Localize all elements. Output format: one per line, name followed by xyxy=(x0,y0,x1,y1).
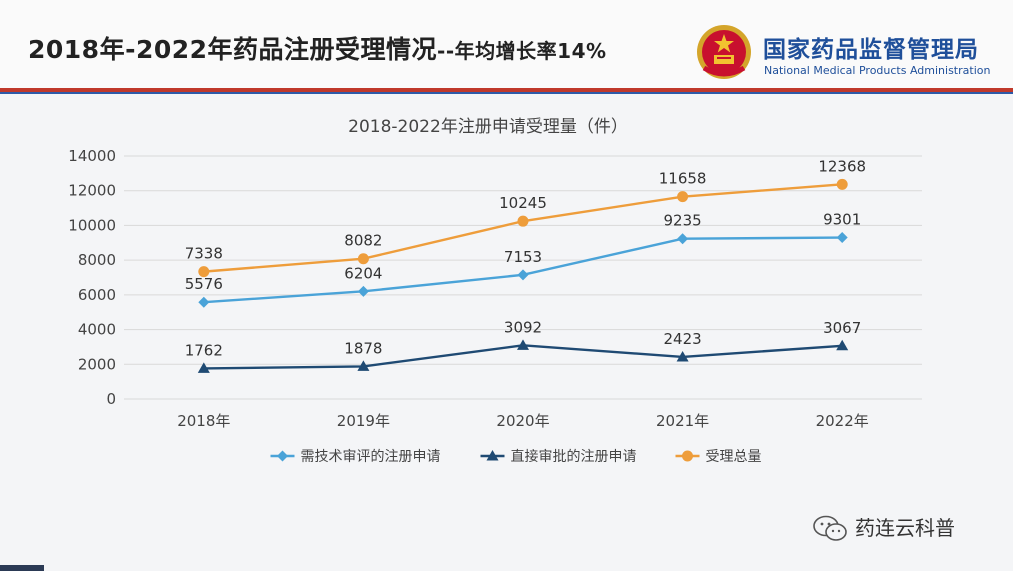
x-tick-label: 2022年 xyxy=(816,412,869,430)
slide-header xyxy=(0,0,1013,88)
data-point xyxy=(836,339,849,351)
data-label: 10245 xyxy=(499,194,547,212)
data-point xyxy=(677,233,689,245)
chart-title: 2018-2022年注册申请受理量（件） xyxy=(348,117,628,137)
legend-label: 受理总量 xyxy=(706,449,762,465)
data-point xyxy=(517,339,529,350)
y-tick-label: 10000 xyxy=(68,216,116,234)
legend-marker xyxy=(682,450,693,462)
x-tick-label: 2018年 xyxy=(177,412,230,430)
data-label: 2423 xyxy=(664,330,702,348)
y-axis: 0 2000 4000 6000 8000 10000 12000 14000 xyxy=(68,147,116,408)
header-divider-red xyxy=(0,88,1013,92)
header-divider-blue xyxy=(0,92,1013,94)
y-tick-label: 8000 xyxy=(78,251,116,269)
agency-name-en: National Medical Products Administration xyxy=(764,64,991,77)
slide-title-sub: --年均增长率14% xyxy=(437,39,607,63)
corner-mark xyxy=(0,565,44,571)
data-label: 12368 xyxy=(818,157,866,175)
data-point xyxy=(198,296,210,308)
national-emblem-icon xyxy=(697,25,751,79)
y-tick-label: 0 xyxy=(106,390,116,408)
data-point xyxy=(357,360,370,371)
slide-title-main: 2018年-2022年药品注册受理情况 xyxy=(28,35,438,64)
data-point xyxy=(517,215,529,227)
legend-marker xyxy=(486,450,499,461)
x-tick-label: 2020年 xyxy=(496,412,549,430)
legend-label: 需技术审评的注册申请 xyxy=(301,449,441,465)
wechat-icon xyxy=(813,515,847,541)
data-label: 5576 xyxy=(185,275,223,293)
y-tick-label: 4000 xyxy=(78,321,116,339)
data-label: 7338 xyxy=(185,245,223,263)
y-tick-label: 6000 xyxy=(78,286,116,304)
data-point xyxy=(676,350,689,362)
legend-marker xyxy=(277,450,288,462)
y-tick-label: 2000 xyxy=(78,355,116,373)
x-tick-label: 2021年 xyxy=(656,412,709,430)
watermark-text: 药连云科普 xyxy=(855,516,955,540)
data-label: 8082 xyxy=(344,232,382,250)
legend: 需技术审评的注册申请 直接审批的注册申请 受理总量 xyxy=(270,448,762,465)
y-tick-label: 12000 xyxy=(68,182,116,200)
x-tick-label: 2019年 xyxy=(337,412,390,430)
data-point xyxy=(836,232,848,244)
grid-layer xyxy=(124,155,922,400)
data-point xyxy=(836,178,848,190)
y-tick-label: 14000 xyxy=(68,147,116,165)
data-point xyxy=(677,191,689,203)
data-label: 11658 xyxy=(659,170,707,188)
x-axis: 2018年 2019年 2020年 2021年 2022年 xyxy=(177,412,869,430)
data-label: 7153 xyxy=(504,248,542,266)
data-point xyxy=(517,269,529,281)
data-label: 1762 xyxy=(185,341,223,359)
data-label: 3092 xyxy=(504,318,542,336)
series-layer xyxy=(197,178,849,373)
data-label: 9235 xyxy=(664,212,702,230)
data-label: 3067 xyxy=(823,319,861,337)
data-point xyxy=(357,253,369,265)
data-point xyxy=(357,285,369,297)
slide-title: 2018年-2022年药品注册受理情况--年均增长率14% xyxy=(28,30,607,66)
data-labels: 5576 6204 7153 9235 9301 1762 1878 3092 2423 3067… xyxy=(185,157,866,359)
data-label: 6204 xyxy=(344,264,382,282)
data-label: 9301 xyxy=(823,211,861,229)
agency-name-cn: 国家药品监督管理局 xyxy=(763,37,979,63)
data-label: 1878 xyxy=(344,339,382,357)
data-point xyxy=(197,362,210,373)
legend-label: 直接审批的注册申请 xyxy=(511,448,637,465)
data-point xyxy=(198,266,210,278)
